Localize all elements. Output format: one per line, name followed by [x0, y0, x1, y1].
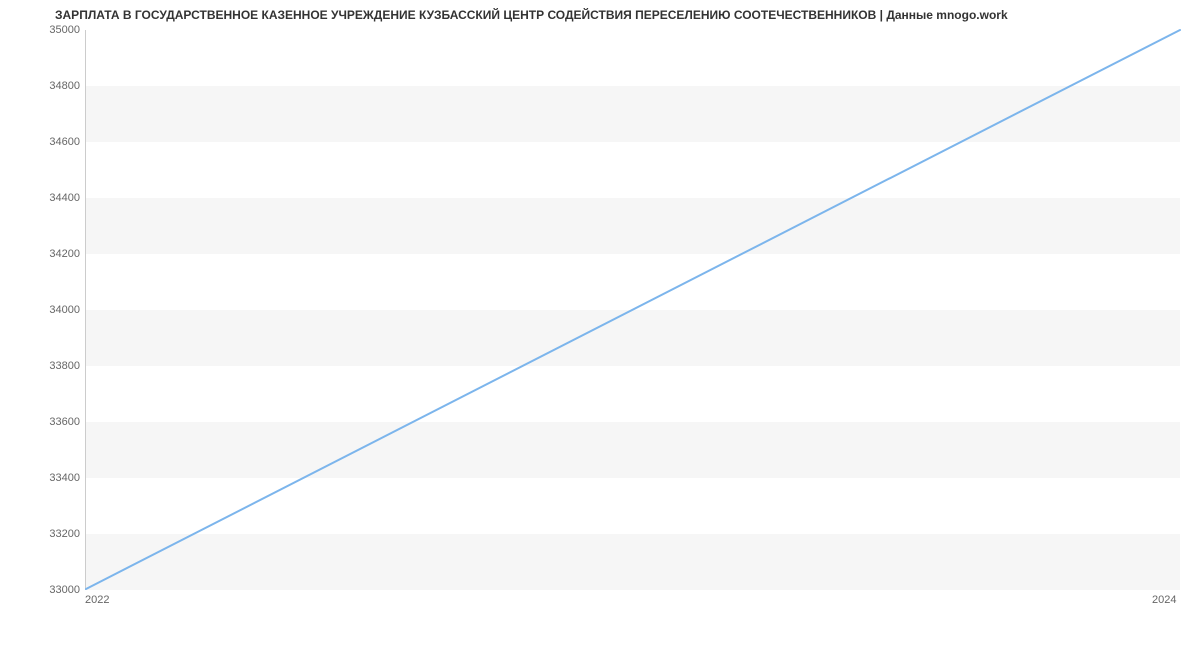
- salary-line-chart: ЗАРПЛАТА В ГОСУДАРСТВЕННОЕ КАЗЕННОЕ УЧРЕ…: [0, 0, 1200, 650]
- x-tick-label: 2024: [1152, 594, 1176, 606]
- y-tick-label: 33400: [5, 472, 80, 484]
- x-tick-label: 2022: [85, 594, 109, 606]
- y-tick-label: 33800: [5, 360, 80, 372]
- y-tick-label: 34800: [5, 80, 80, 92]
- y-tick-label: 34600: [5, 136, 80, 148]
- y-tick-label: 34200: [5, 248, 80, 260]
- y-tick-label: 34400: [5, 192, 80, 204]
- y-tick-label: 33200: [5, 528, 80, 540]
- y-tick-label: 34000: [5, 304, 80, 316]
- y-tick-label: 33600: [5, 416, 80, 428]
- series-line: [86, 30, 1180, 589]
- y-tick-label: 33000: [5, 584, 80, 596]
- y-tick-label: 35000: [5, 24, 80, 36]
- line-layer: [86, 30, 1180, 589]
- plot-area: [85, 30, 1180, 590]
- chart-title: ЗАРПЛАТА В ГОСУДАРСТВЕННОЕ КАЗЕННОЕ УЧРЕ…: [55, 8, 1008, 22]
